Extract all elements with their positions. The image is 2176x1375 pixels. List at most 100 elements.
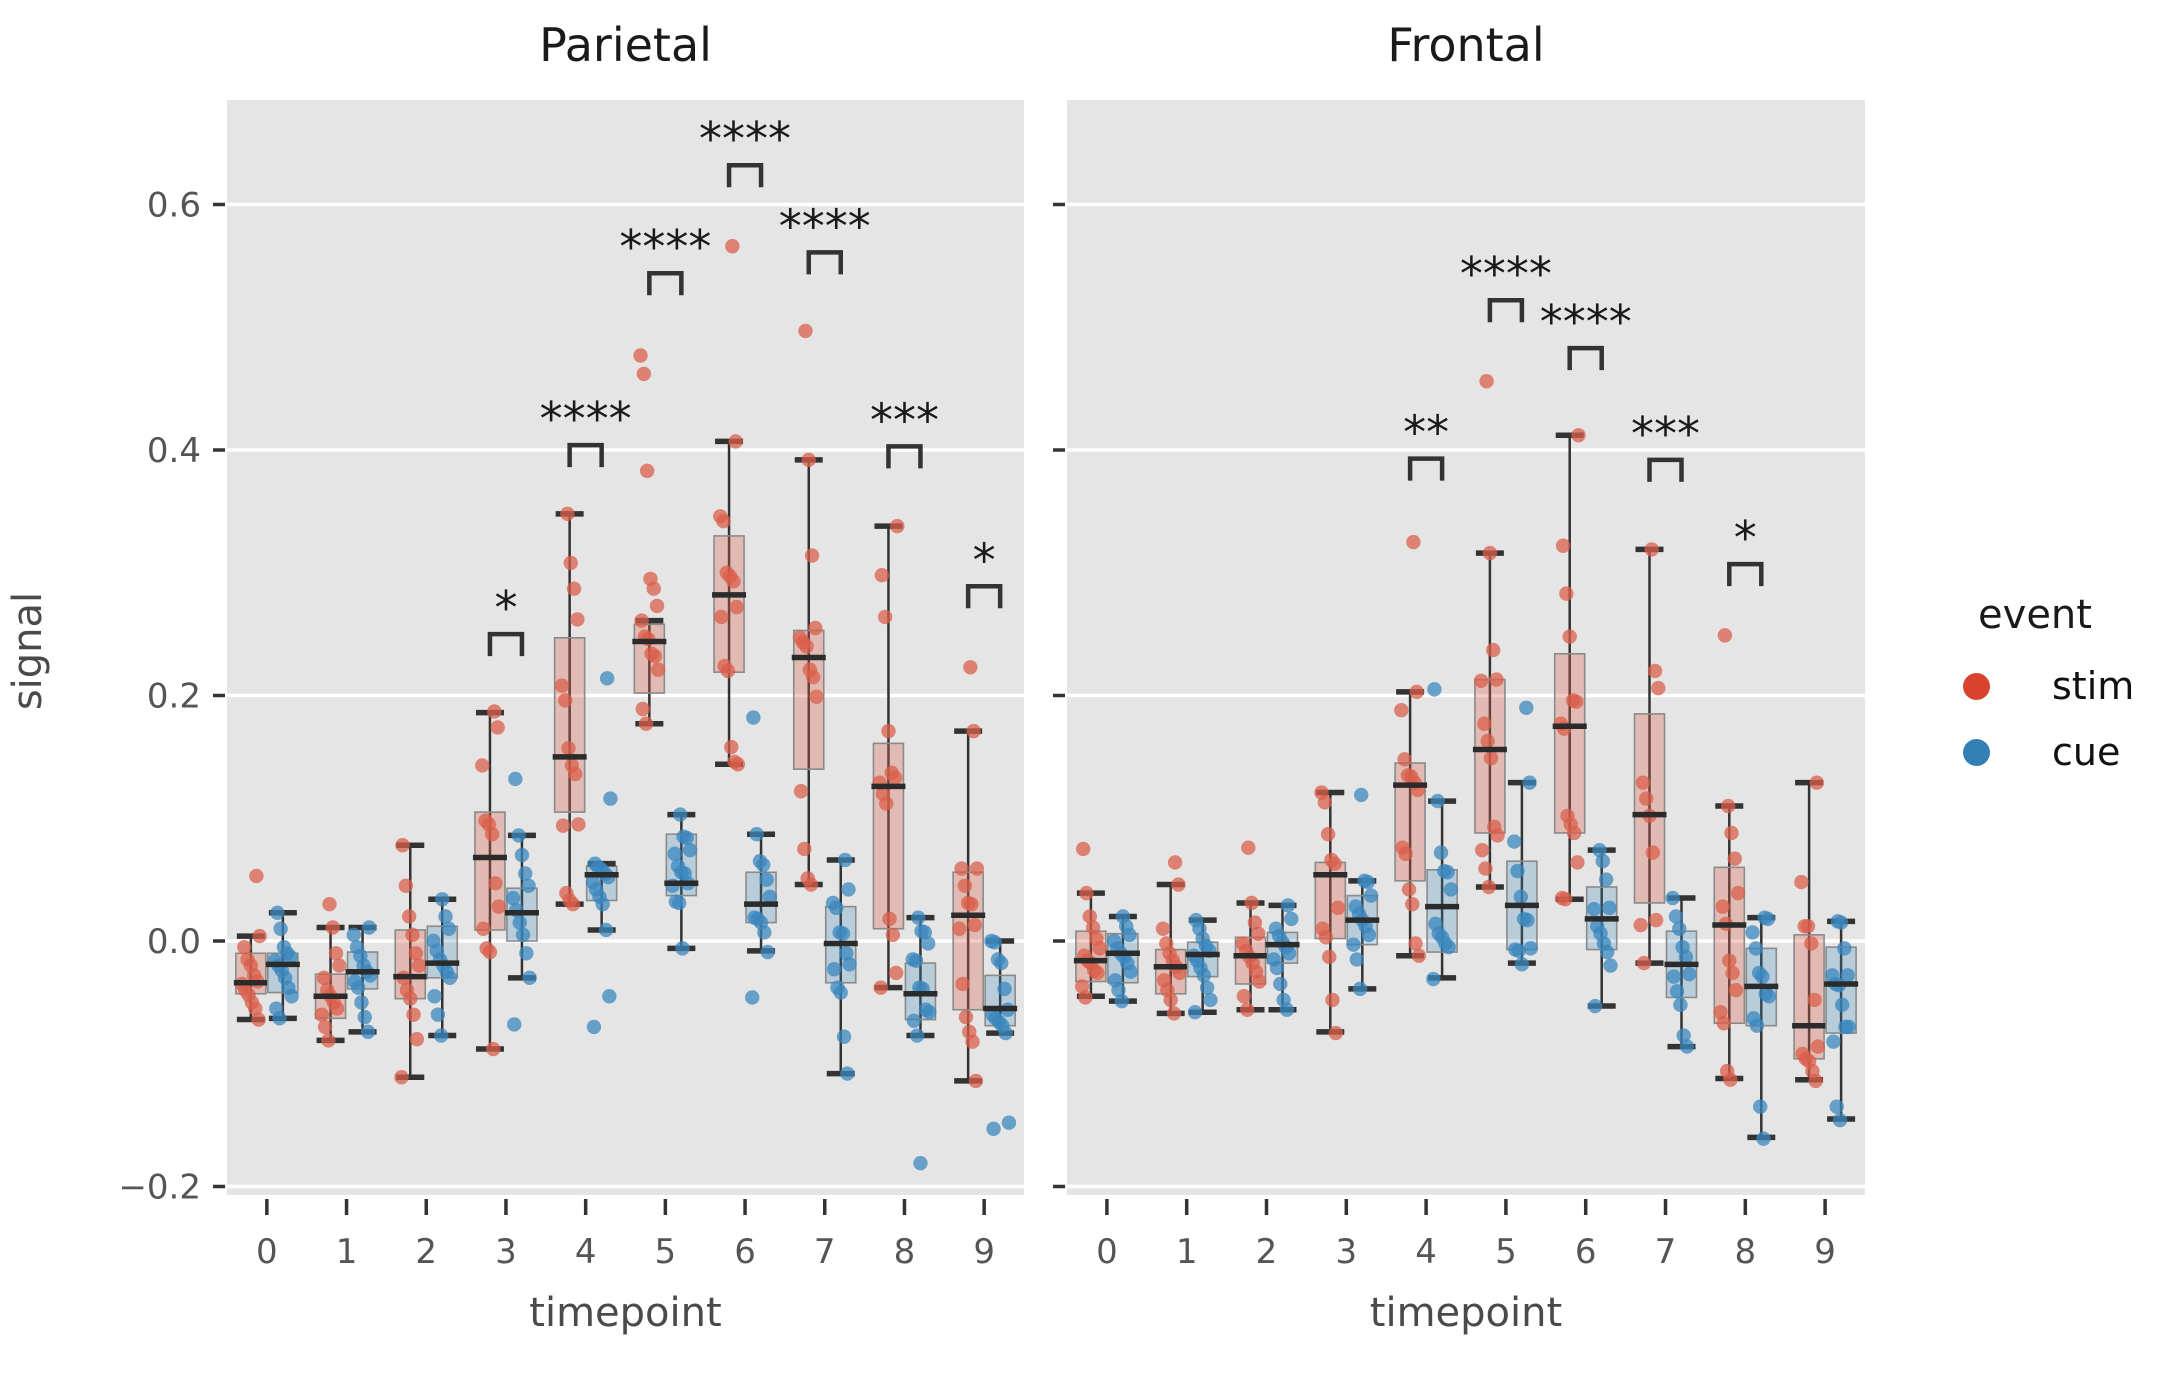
cue-point <box>675 941 690 956</box>
x-tick-label: 7 <box>814 1232 836 1272</box>
stim-point <box>409 1032 425 1047</box>
stim-point <box>1478 861 1493 876</box>
stim-point <box>649 598 665 614</box>
cue-point <box>997 981 1012 997</box>
legend: event stim cue <box>1935 592 2165 796</box>
y-tick-label: 0.2 <box>147 677 201 717</box>
cue-point <box>427 989 442 1004</box>
cue-point <box>673 807 688 822</box>
cue-point <box>1507 834 1522 849</box>
cue-point <box>1603 958 1618 973</box>
stim-point <box>1483 750 1499 766</box>
x-tick-label: 9 <box>1814 1232 1836 1272</box>
stim-point <box>1240 1002 1255 1017</box>
stim-point <box>398 878 414 893</box>
stim-point <box>408 946 423 961</box>
cue-point <box>1363 888 1379 903</box>
stim-point <box>967 917 982 933</box>
stim-point <box>1717 628 1733 643</box>
sig-bracket <box>1647 457 1684 482</box>
stim-point <box>1480 733 1495 749</box>
cue-point <box>835 926 851 941</box>
stim-point <box>1713 1004 1728 1020</box>
stim-point <box>563 555 578 571</box>
cue-point <box>1187 1004 1203 1020</box>
stim-point <box>1079 885 1094 901</box>
legend-item-stim: stim <box>1935 664 2165 708</box>
sig-bracket <box>487 631 525 657</box>
sig-stars: *** <box>1631 407 1700 461</box>
sig-stars: **** <box>1540 295 1632 349</box>
cue-point <box>826 962 842 977</box>
cue-point <box>1273 976 1288 992</box>
x-tick-label: 3 <box>1335 1232 1357 1272</box>
stim-point <box>491 899 506 914</box>
cue-point <box>746 710 761 725</box>
cue-point <box>1281 946 1297 961</box>
cue-point <box>1199 980 1215 995</box>
stim-point <box>405 927 420 943</box>
stim-point <box>799 639 814 654</box>
stim-point <box>1078 990 1093 1005</box>
cue-point <box>1760 911 1776 927</box>
cue-point <box>1602 900 1617 916</box>
stim-point <box>793 784 809 799</box>
cue-point <box>1837 941 1852 956</box>
x-tick-label: 6 <box>1575 1232 1597 1272</box>
stim-point <box>1076 841 1091 857</box>
cue-point <box>841 882 856 897</box>
y-tick-label: −0.2 <box>118 1168 201 1208</box>
stim-point <box>957 878 973 893</box>
x-tick-label: 0 <box>256 1232 278 1272</box>
stim-point <box>1394 703 1409 718</box>
stim-point <box>881 723 896 739</box>
sig-bracket <box>1487 297 1525 323</box>
cue-point <box>1833 915 1849 930</box>
stim-point <box>1809 775 1825 790</box>
stim-box <box>1553 652 1586 834</box>
cue-point <box>1835 997 1850 1013</box>
stim-point <box>966 723 981 739</box>
cue-point <box>1111 982 1126 998</box>
cue-point <box>1676 1028 1691 1043</box>
stim-point <box>314 1007 329 1022</box>
stim-point <box>1082 909 1098 924</box>
cue-point <box>598 922 614 938</box>
cue-point <box>1679 1039 1695 1054</box>
stim-point <box>1405 896 1420 912</box>
stim-point <box>1716 1016 1732 1031</box>
cue-point <box>1001 1115 1017 1130</box>
stim-point <box>804 548 820 563</box>
cue-point <box>1598 872 1614 887</box>
sig-bracket <box>1407 456 1445 481</box>
cue-point <box>438 909 453 924</box>
cue-point <box>1441 939 1456 955</box>
stim-point <box>1715 899 1730 914</box>
cue-point <box>1829 1099 1844 1114</box>
cue-point <box>1592 842 1607 858</box>
cue-point <box>346 927 361 943</box>
stim-point <box>487 704 502 719</box>
stim-point <box>484 827 500 842</box>
cue-point <box>836 1029 852 1044</box>
cue-point <box>994 955 1009 971</box>
stim-point <box>650 662 666 677</box>
cue-point <box>667 846 682 862</box>
stim-point <box>720 663 736 679</box>
stim-point <box>325 920 340 935</box>
stim-point <box>1644 542 1659 557</box>
x-tick-label: 3 <box>495 1232 517 1272</box>
cue-swatch-icon <box>1963 738 1990 766</box>
stim-point <box>805 669 821 685</box>
sig-stars: **** <box>540 392 632 446</box>
stim-point <box>1555 538 1571 553</box>
stim-point <box>1092 941 1107 956</box>
stim-point <box>401 909 417 924</box>
cue-point <box>1443 882 1459 897</box>
cue-point <box>837 852 853 868</box>
stim-point <box>885 927 901 943</box>
stim-box <box>553 637 586 813</box>
sig-stars: **** <box>699 112 791 166</box>
stim-point <box>1489 672 1504 687</box>
cue-point <box>1668 909 1684 924</box>
